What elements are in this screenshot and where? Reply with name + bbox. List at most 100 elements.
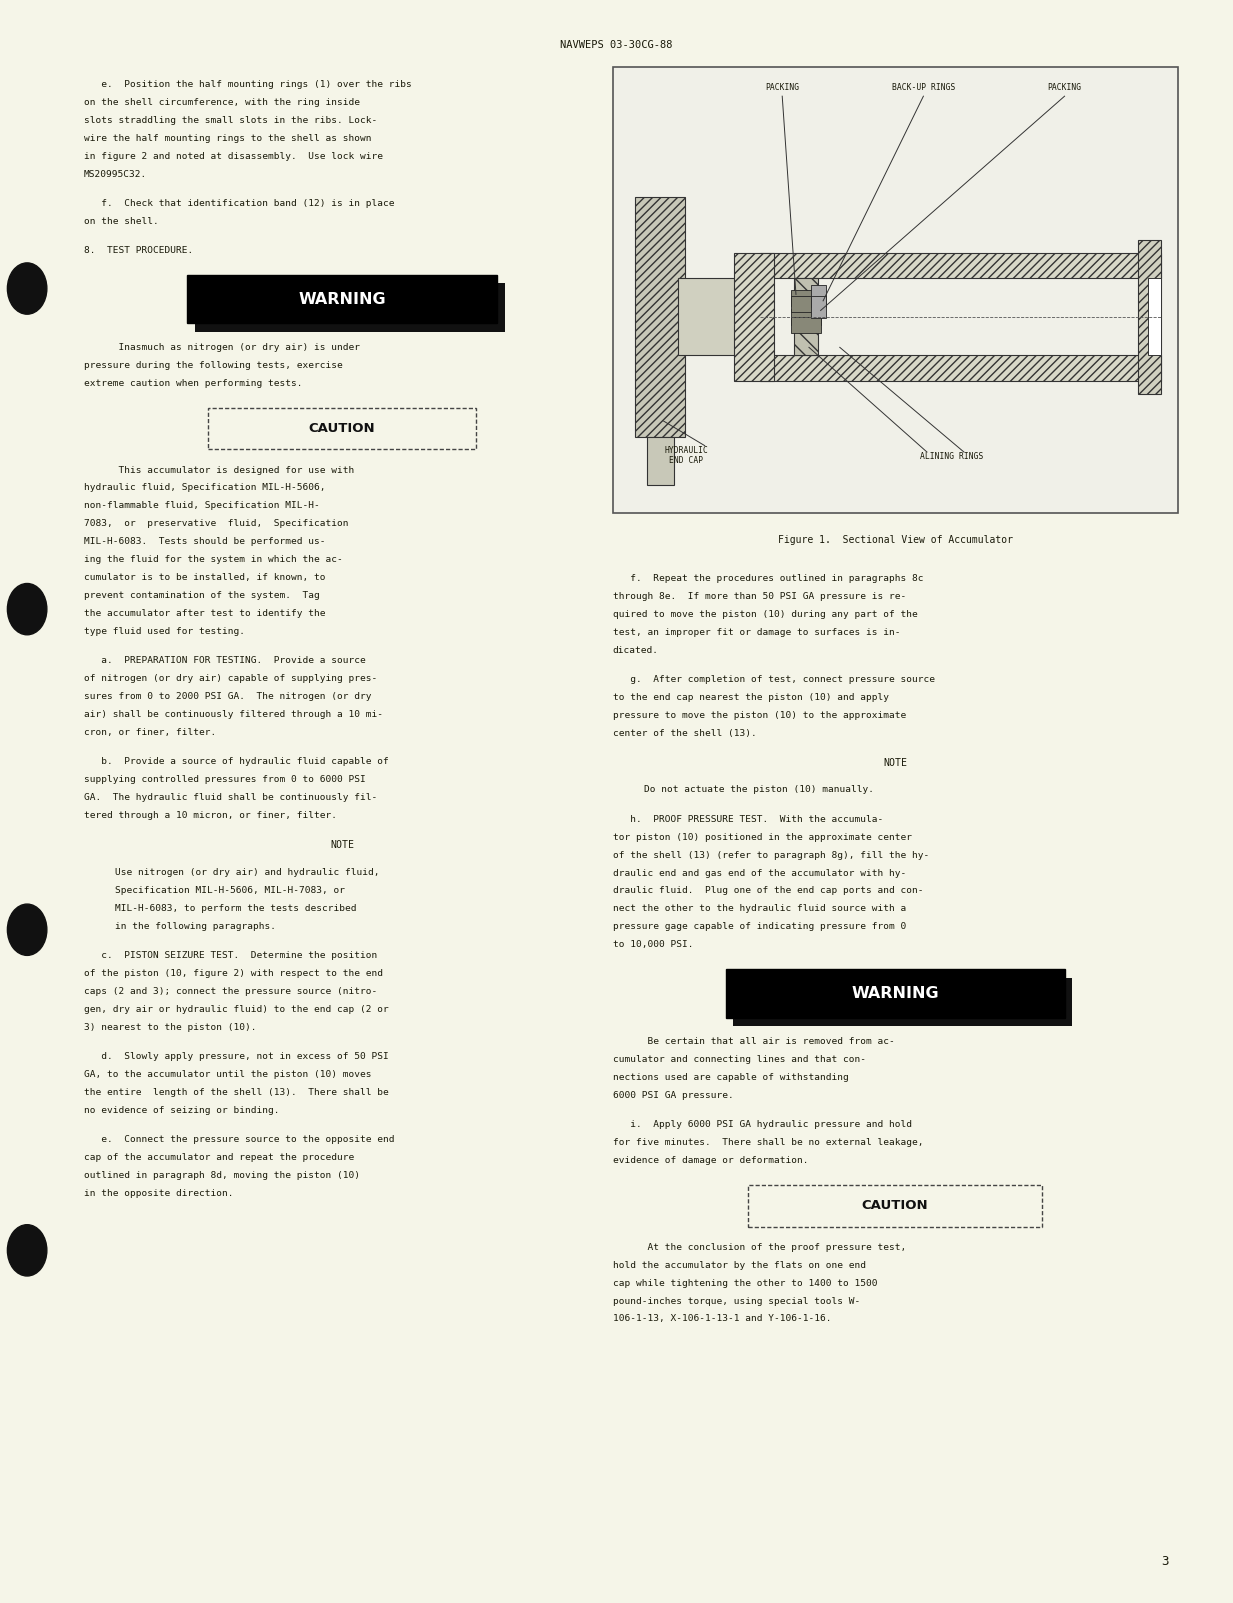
Bar [726, 970, 1064, 1018]
Text: PACKING: PACKING [766, 83, 799, 93]
Circle shape [7, 263, 47, 314]
Text: i.  Apply 6000 PSI GA hydraulic pressure and hold: i. Apply 6000 PSI GA hydraulic pressure … [613, 1120, 911, 1129]
Text: on the shell circumference, with the ring inside: on the shell circumference, with the rin… [84, 98, 360, 107]
Text: center of the shell (13).: center of the shell (13). [613, 729, 757, 737]
Text: prevent contamination of the system.  Tag: prevent contamination of the system. Tag [84, 592, 319, 600]
Circle shape [7, 583, 47, 635]
Text: d.  Slowly apply pressure, not in excess of 50 PSI: d. Slowly apply pressure, not in excess … [84, 1052, 388, 1061]
Text: pound-inches torque, using special tools W-: pound-inches torque, using special tools… [613, 1297, 861, 1305]
Text: cap of the accumulator and repeat the procedure: cap of the accumulator and repeat the pr… [84, 1153, 354, 1162]
Bar [195, 284, 504, 332]
Text: draulic end and gas end of the accumulator with hy-: draulic end and gas end of the accumulat… [613, 869, 906, 877]
Text: hydraulic fluid, Specification MIL-H-5606,: hydraulic fluid, Specification MIL-H-560… [84, 484, 326, 492]
Bar [646, 438, 673, 486]
Text: wire the half mounting rings to the shell as shown: wire the half mounting rings to the shel… [84, 135, 371, 143]
Bar [792, 297, 821, 313]
Circle shape [7, 1225, 47, 1276]
Bar [613, 67, 1178, 513]
Text: pressure to move the piston (10) to the approximate: pressure to move the piston (10) to the … [613, 710, 906, 720]
Text: MIL-H-6083, to perform the tests described: MIL-H-6083, to perform the tests describ… [115, 904, 356, 912]
Text: pressure gage capable of indicating pressure from 0: pressure gage capable of indicating pres… [613, 922, 906, 931]
Text: At the conclusion of the proof pressure test,: At the conclusion of the proof pressure … [613, 1242, 906, 1252]
Bar [811, 285, 826, 308]
Text: supplying controlled pressures from 0 to 6000 PSI: supplying controlled pressures from 0 to… [84, 776, 366, 784]
Text: in the opposite direction.: in the opposite direction. [84, 1189, 233, 1197]
Text: e.  Connect the pressure source to the opposite end: e. Connect the pressure source to the op… [84, 1135, 395, 1145]
Text: 3: 3 [1161, 1555, 1169, 1568]
Text: Be certain that all air is removed from ac-: Be certain that all air is removed from … [613, 1037, 895, 1045]
Text: on the shell.: on the shell. [84, 216, 159, 226]
Text: non-flammable fluid, Specification MIL-H-: non-flammable fluid, Specification MIL-H… [84, 502, 319, 510]
Text: tered through a 10 micron, or finer, filter.: tered through a 10 micron, or finer, fil… [84, 811, 337, 821]
Text: quired to move the piston (10) during any part of the: quired to move the piston (10) during an… [613, 609, 917, 619]
Text: cumulator is to be installed, if known, to: cumulator is to be installed, if known, … [84, 574, 326, 582]
Text: of the piston (10, figure 2) with respect to the end: of the piston (10, figure 2) with respec… [84, 968, 382, 978]
Text: cap while tightening the other to 1400 to 1500: cap while tightening the other to 1400 t… [613, 1279, 878, 1287]
Text: through 8e.  If more than 50 PSI GA pressure is re-: through 8e. If more than 50 PSI GA press… [613, 592, 906, 601]
Text: outlined in paragraph 8d, moving the piston (10): outlined in paragraph 8d, moving the pis… [84, 1170, 360, 1180]
Text: extreme caution when performing tests.: extreme caution when performing tests. [84, 378, 302, 388]
Bar [792, 309, 821, 325]
Text: slots straddling the small slots in the ribs. Lock-: slots straddling the small slots in the … [84, 115, 377, 125]
Text: MS20995C32.: MS20995C32. [84, 170, 147, 180]
Text: e.  Position the half mounting rings (1) over the ribs: e. Position the half mounting rings (1) … [84, 80, 412, 90]
Text: CAUTION: CAUTION [862, 1199, 928, 1212]
Text: for five minutes.  There shall be no external leakage,: for five minutes. There shall be no exte… [613, 1138, 924, 1146]
Text: 106-1-13, X-106-1-13-1 and Y-106-1-16.: 106-1-13, X-106-1-13-1 and Y-106-1-16. [613, 1314, 831, 1324]
Text: of nitrogen (or dry air) capable of supplying pres-: of nitrogen (or dry air) capable of supp… [84, 675, 377, 683]
Text: test, an improper fit or damage to surfaces is in-: test, an improper fit or damage to surfa… [613, 628, 900, 636]
Bar [792, 290, 821, 306]
Text: the accumulator after test to identify the: the accumulator after test to identify t… [84, 609, 326, 619]
Text: pressure during the following tests, exercise: pressure during the following tests, exe… [84, 361, 343, 370]
Text: Specification MIL-H-5606, MIL-H-7083, or: Specification MIL-H-5606, MIL-H-7083, or [115, 886, 345, 894]
Bar [734, 978, 1071, 1026]
Text: HYDRAULIC
END CAP: HYDRAULIC END CAP [665, 446, 708, 465]
Text: to the end cap nearest the piston (10) and apply: to the end cap nearest the piston (10) a… [613, 692, 889, 702]
Text: f.  Repeat the procedures outlined in paragraphs 8c: f. Repeat the procedures outlined in par… [613, 574, 924, 583]
Text: no evidence of seizing or binding.: no evidence of seizing or binding. [84, 1106, 280, 1114]
Text: WARNING: WARNING [298, 292, 386, 306]
Text: caps (2 and 3); connect the pressure source (nitro-: caps (2 and 3); connect the pressure sou… [84, 987, 377, 995]
Text: type fluid used for testing.: type fluid used for testing. [84, 627, 245, 636]
Bar [811, 297, 826, 319]
Text: gen, dry air or hydraulic fluid) to the end cap (2 or: gen, dry air or hydraulic fluid) to the … [84, 1005, 388, 1013]
Text: NOTE: NOTE [883, 758, 907, 768]
Bar [760, 356, 1160, 382]
Bar [187, 276, 497, 324]
Text: h.  PROOF PRESSURE TEST.  With the accumula-: h. PROOF PRESSURE TEST. With the accumul… [613, 814, 883, 824]
Text: 7083,  or  preservative  fluid,  Specification: 7083, or preservative fluid, Specificati… [84, 519, 349, 529]
Bar [794, 279, 819, 356]
Text: c.  PISTON SEIZURE TEST.  Determine the position: c. PISTON SEIZURE TEST. Determine the po… [84, 951, 377, 960]
Bar [734, 253, 774, 382]
Text: hold the accumulator by the flats on one end: hold the accumulator by the flats on one… [613, 1260, 866, 1270]
Text: draulic fluid.  Plug one of the end cap ports and con-: draulic fluid. Plug one of the end cap p… [613, 886, 924, 896]
Text: in the following paragraphs.: in the following paragraphs. [115, 922, 276, 931]
Text: in figure 2 and noted at disassembly.  Use lock wire: in figure 2 and noted at disassembly. Us… [84, 152, 382, 160]
Text: of the shell (13) (refer to paragraph 8g), fill the hy-: of the shell (13) (refer to paragraph 8g… [613, 851, 928, 859]
Text: 3) nearest to the piston (10).: 3) nearest to the piston (10). [84, 1023, 256, 1032]
Bar [748, 1185, 1042, 1226]
Text: g.  After completion of test, connect pressure source: g. After completion of test, connect pre… [613, 675, 935, 684]
Text: NAVWEPS 03-30CG-88: NAVWEPS 03-30CG-88 [560, 40, 673, 50]
Text: 6000 PSI GA pressure.: 6000 PSI GA pressure. [613, 1090, 734, 1100]
Text: the entire  length of the shell (13).  There shall be: the entire length of the shell (13). The… [84, 1088, 388, 1096]
Text: nections used are capable of withstanding: nections used are capable of withstandin… [613, 1072, 848, 1082]
Bar [1148, 279, 1160, 356]
Text: BACK-UP RINGS: BACK-UP RINGS [891, 83, 956, 93]
Text: 8.  TEST PROCEDURE.: 8. TEST PROCEDURE. [84, 247, 194, 255]
Text: NOTE: NOTE [330, 840, 354, 850]
Text: cron, or finer, filter.: cron, or finer, filter. [84, 728, 216, 737]
Text: This accumulator is designed for use with: This accumulator is designed for use wit… [84, 465, 354, 474]
Text: CAUTION: CAUTION [308, 422, 376, 434]
Text: ing the fluid for the system in which the ac-: ing the fluid for the system in which th… [84, 555, 343, 564]
Text: dicated.: dicated. [613, 646, 658, 654]
Bar [792, 317, 821, 333]
Text: to 10,000 PSI.: to 10,000 PSI. [613, 941, 693, 949]
Text: Do not actuate the piston (10) manually.: Do not actuate the piston (10) manually. [644, 785, 874, 795]
Text: f.  Check that identification band (12) is in place: f. Check that identification band (12) i… [84, 199, 395, 208]
Text: PACKING: PACKING [1048, 83, 1081, 93]
Text: air) shall be continuously filtered through a 10 mi-: air) shall be continuously filtered thro… [84, 710, 382, 720]
Bar [678, 279, 741, 356]
Bar [1138, 240, 1160, 394]
Text: cumulator and connecting lines and that con-: cumulator and connecting lines and that … [613, 1055, 866, 1064]
